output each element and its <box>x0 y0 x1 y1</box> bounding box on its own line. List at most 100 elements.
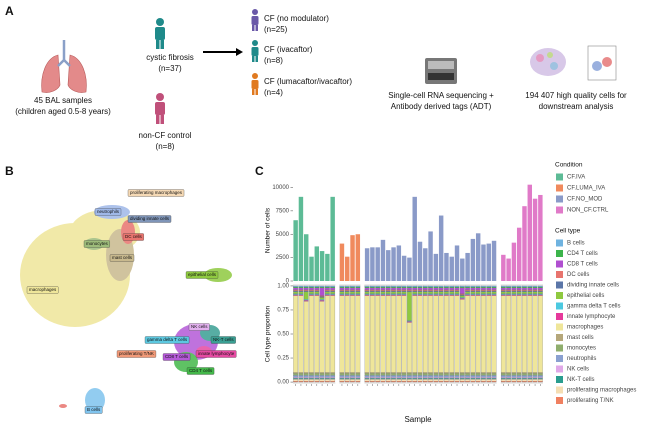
bar-segment <box>298 291 304 294</box>
bar-segment <box>444 287 449 290</box>
bar-segment <box>412 381 418 383</box>
bar-segment <box>391 289 396 291</box>
bar-segment <box>344 375 350 378</box>
bar-segment <box>470 293 476 295</box>
bar-segment <box>391 381 396 383</box>
bar <box>412 196 417 281</box>
bar-segment <box>385 289 391 291</box>
bar-segment <box>465 295 470 373</box>
lungs-icon <box>41 40 87 93</box>
bar-segment <box>527 291 533 294</box>
bar-segment <box>506 373 511 376</box>
bar-segment <box>522 377 527 379</box>
bar-segment <box>375 286 380 288</box>
bar-segment <box>396 289 402 291</box>
bar-segment <box>454 285 460 287</box>
bar-segment <box>532 290 538 292</box>
bar-segment <box>385 290 391 292</box>
cluster-label-box <box>83 240 110 248</box>
bar-segment <box>491 285 497 287</box>
bar-segment <box>527 381 533 383</box>
bar-segment <box>522 372 527 374</box>
cluster-label-box <box>186 367 215 375</box>
bar-segment <box>506 293 511 295</box>
bar-segment <box>330 289 335 291</box>
bar <box>407 257 412 281</box>
bar <box>428 231 433 281</box>
legend-swatch <box>556 313 563 320</box>
cluster-label-box <box>122 233 144 241</box>
bar-segment <box>364 375 370 378</box>
bar-segment <box>444 295 449 373</box>
y-tick-label: 0.75 <box>277 308 289 314</box>
bar-segment <box>396 377 402 379</box>
bar-segment <box>355 294 361 296</box>
cluster-label: NK-T cells <box>213 337 234 342</box>
bar-segment <box>501 377 506 379</box>
bar-segment <box>339 290 345 292</box>
bar-segment <box>319 299 325 301</box>
bar-segment <box>339 377 345 379</box>
bar-segment <box>511 287 517 290</box>
bar-segment <box>481 375 486 378</box>
bar-segment <box>538 373 543 376</box>
bar-segment <box>339 295 345 373</box>
bar-segment <box>364 372 370 374</box>
bar-segment <box>401 289 407 291</box>
bar-segment <box>522 287 527 290</box>
bar-segment <box>319 381 325 383</box>
panel-label: B <box>5 164 14 178</box>
bar-segment <box>412 378 418 380</box>
bar-segment <box>330 291 335 294</box>
bar-segment <box>364 290 370 292</box>
bar-segment <box>470 295 476 373</box>
bar-segment <box>449 379 455 382</box>
legend-label: NK cells <box>567 367 589 373</box>
bar-segment <box>350 289 355 291</box>
y-tick-label: 0.25 <box>277 356 289 362</box>
bar-segment <box>511 289 517 291</box>
bar-segment <box>380 291 386 294</box>
bar-segment <box>380 372 386 374</box>
bar-segment <box>391 285 396 287</box>
bar-segment <box>375 291 380 294</box>
bar-segment <box>511 285 517 287</box>
bar-segment <box>449 285 455 287</box>
bar-segment <box>470 375 476 378</box>
person-icon <box>251 73 259 95</box>
bar-segment <box>475 293 481 295</box>
bar <box>538 194 543 281</box>
bar-segment <box>417 285 423 287</box>
bar-segment <box>449 290 455 292</box>
bar-segment <box>444 286 449 288</box>
bar-segment <box>422 381 428 383</box>
legend-label: monocytes <box>567 346 596 352</box>
bar <box>438 215 444 281</box>
cluster-label-box <box>127 215 172 223</box>
legend-swatch <box>556 292 563 299</box>
bar-segment <box>454 373 460 376</box>
bar-segment <box>511 294 517 296</box>
bar-segment <box>460 372 465 374</box>
bar-segment <box>325 290 330 292</box>
bar <box>423 248 428 281</box>
bar-segment <box>391 287 396 290</box>
bar-segment <box>412 379 418 382</box>
bar-segment <box>319 372 325 374</box>
bar-segment <box>516 289 522 291</box>
legend-label: CD8 T cells <box>567 262 598 268</box>
bar-segment <box>391 377 396 379</box>
bar-segment <box>532 379 538 382</box>
bar-segment <box>319 379 325 382</box>
bar-segment <box>370 373 375 376</box>
bar-segment <box>532 286 538 288</box>
bar-segment <box>444 293 449 295</box>
bar-segment <box>350 285 355 287</box>
bar-segment <box>298 294 304 296</box>
bar-segment <box>339 289 345 291</box>
bar-segment <box>438 290 444 292</box>
bar-segment <box>444 289 449 291</box>
bar-segment <box>486 291 492 294</box>
bar-segment <box>303 300 309 302</box>
bar-segment <box>303 373 309 376</box>
